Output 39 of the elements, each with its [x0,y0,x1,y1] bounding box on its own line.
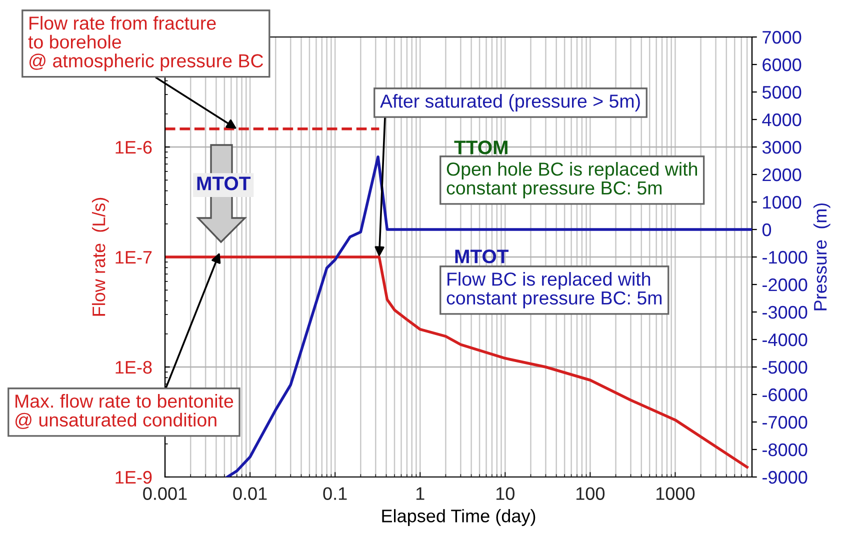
x-tick-label: 1 [416,487,424,500]
x-tick-label: 0.1 [323,487,347,500]
annotation: TTOM [454,140,508,154]
y2-tick-label: 6000 [762,58,802,72]
annotation: MTOT [197,176,251,190]
y2-tick-label: 4000 [762,113,802,126]
y2-tick-label: 7000 [762,30,802,44]
x-tick-label: 0.01 [233,487,267,500]
y2-tick-label: -6000 [762,388,808,402]
y-tick-label: 1E-8 [116,360,152,374]
annotation: After saturated (pressure > 5m) [380,94,640,112]
y2-tick-label: -4000 [762,333,808,346]
x-tick-label: 1000 [656,487,695,500]
annotation: Flow rate from fracture to borehole @ atmospheric pressure BC [28,16,264,72]
y2-tick-label: 0 [762,223,772,236]
y-tick-label: 1E-6 [116,140,152,154]
y-tick-label: 1E-9 [116,470,152,484]
x-tick-label: 10 [496,487,514,500]
y2-tick-label: -2000 [762,278,808,292]
y2-tick-label: 1000 [763,196,802,209]
y2-tick-label: 2000 [762,168,802,182]
y-axis-title: Flow rate (L/s) [92,198,109,316]
y2-tick-label: -3000 [762,306,808,319]
annotation: Open hole BC is replaced with constant pressure BC: 5m [446,162,697,198]
y2-tick-label: -5000 [762,360,808,374]
y-tick-label: 1E-7 [116,251,152,264]
y2-tick-label: 3000 [762,140,802,154]
x-tick-label: 100 [576,487,605,500]
y2-tick-label: -1000 [762,250,808,264]
annotation: Flow BC is replaced with constant pressure BC: 5m [446,272,662,308]
y2-tick-label: -8000 [762,443,808,456]
y2-axis-title: Pressure (m) [813,203,830,310]
y2-tick-label: -7000 [762,416,808,429]
y2-tick-label: 5000 [762,86,802,99]
x-axis-title: Elapsed Time (day) [382,509,536,526]
annotation: Max. flow rate to bentonite @ unsaturated condition [15,394,234,430]
y2-tick-label: -9000 [762,470,808,484]
x-tick-label: 0.001 [143,487,187,500]
annotation: MTOT [455,250,509,264]
